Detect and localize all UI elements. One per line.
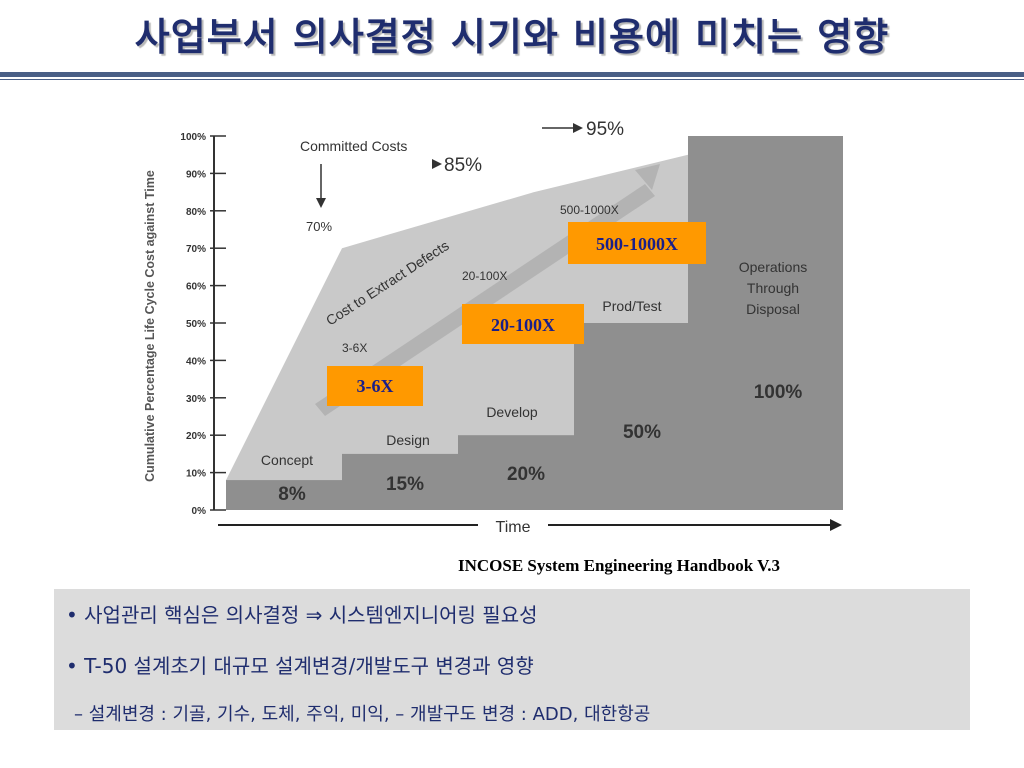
y-tick-label: 10% (186, 469, 206, 480)
y-tick-label: 0% (192, 506, 207, 517)
phase-prodtest-name: Prod/Test (602, 298, 661, 314)
defect-label-20-100x: 20-100X (462, 269, 507, 283)
note-line-3: – 설계변경 : 기골, 기수, 도체, 주익, 미익, – 개발구도 변경 :… (74, 704, 651, 725)
callout-500-1000x: 500-1000X (596, 234, 678, 254)
phase-operations-name-2: Through (747, 280, 799, 296)
life-cycle-cost-chart: 0% 10% 20% 30% 40% 50% 60% 70% 80% 90% 100% Cumula… (143, 119, 843, 536)
defect-cost-arrowhead (635, 164, 660, 190)
phase-concept-value: 8% (278, 484, 306, 505)
callout-500-1000x-box (568, 222, 706, 264)
actual-cost-steps-group (226, 136, 843, 510)
callout-20-100x-box (462, 304, 584, 344)
y-tick-label: 80% (186, 207, 206, 218)
actual-cost-step (574, 323, 688, 510)
actual-cost-step (342, 453, 458, 510)
phase-operations-name-3: Disposal (746, 301, 800, 317)
committed-costs-title: Committed Costs (300, 138, 407, 154)
x-axis-label: Time (496, 519, 531, 536)
source-citation: INCOSE System Engineering Handbook V.3 (458, 556, 780, 575)
phase-design-value: 15% (386, 474, 424, 495)
phase-design-name: Design (386, 432, 430, 448)
callout-20-100x: 20-100X (491, 315, 555, 335)
phase-prodtest-value: 50% (623, 422, 661, 443)
committed-95-arrowhead (573, 123, 583, 133)
y-tick-label: 100% (180, 132, 206, 143)
phase-operations-value: 100% (754, 382, 803, 403)
committed-85-arrowhead (432, 159, 442, 169)
title-divider (0, 72, 1024, 77)
callout-3-6x: 3-6X (357, 376, 394, 396)
y-tick-label: 90% (186, 169, 206, 180)
y-tick-label: 50% (186, 319, 206, 330)
actual-cost-step (226, 480, 342, 510)
callout-3-6x-box (327, 366, 423, 406)
phase-develop-name: Develop (486, 404, 538, 420)
y-tick-label: 40% (186, 356, 206, 367)
note-line-2: • T-50 설계초기 대규모 설계변경/개발도구 변경과 영향 (66, 654, 534, 678)
actual-cost-step (458, 435, 574, 510)
committed-label-95: 95% (586, 119, 624, 140)
committed-costs-pointer-head (316, 198, 326, 208)
committed-label-70: 70% (306, 219, 332, 234)
y-tick-label: 30% (186, 394, 206, 405)
note-line-1: • 사업관리 핵심은 의사결정 ⇒ 시스템엔지니어링 필요성 (66, 603, 538, 627)
defect-label-3-6x: 3-6X (342, 341, 367, 355)
title-divider-thin (0, 79, 1024, 80)
y-tick-label: 70% (186, 244, 206, 255)
defect-label-500-1000x: 500-1000X (560, 203, 619, 217)
y-tick-group: 0% 10% 20% 30% 40% 50% 60% 70% 80% 90% 100% (180, 132, 226, 517)
phase-develop-value: 20% (507, 464, 545, 485)
actual-cost-step (688, 136, 843, 510)
phase-concept-name: Concept (261, 452, 313, 468)
committed-label-85: 85% (444, 155, 482, 176)
x-axis-arrowhead (830, 519, 842, 531)
phase-operations-name-1: Operations (739, 259, 807, 275)
notes-box: • 사업관리 핵심은 의사결정 ⇒ 시스템엔지니어링 필요성 • T-50 설계… (54, 589, 970, 730)
y-axis-label: Cumulative Percentage Life Cycle Cost ag… (143, 170, 157, 482)
y-tick-label: 60% (186, 282, 206, 293)
page-title: 사업부서 의사결정 시기와 비용에 미치는 영향 (134, 15, 890, 59)
y-tick-label: 20% (186, 431, 206, 442)
